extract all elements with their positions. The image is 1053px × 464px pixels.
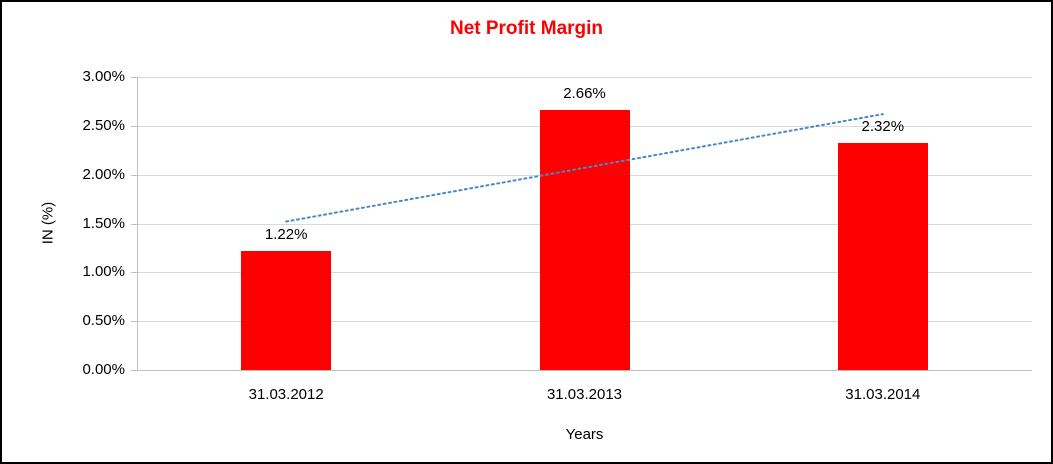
y-tick-label: 1.50% [82,214,125,232]
y-tick-mark [131,77,137,78]
y-tick-label: 0.00% [82,361,125,378]
x-tick-label: 31.03.2014 [845,386,921,403]
y-tick-label: 2.50% [82,116,125,134]
y-tick-mark [131,321,137,323]
chart-title: Net Profit Margin [449,18,604,39]
y-tick-mark [131,370,137,371]
x-axis-title: Years [565,426,604,443]
bar [241,250,332,370]
bar-value-label: 2.66% [563,85,606,103]
y-tick-label: 0.50% [82,312,125,330]
gridline [137,77,1032,78]
y-tick-mark [131,223,137,225]
y-tick-label: 1.00% [82,263,125,281]
bar [539,110,630,370]
bar [837,143,928,370]
y-tick-mark [131,125,137,127]
gridline [137,370,1032,371]
bar-value-label: 1.22% [264,225,308,243]
bar-value-label: 2.32% [861,118,905,136]
y-axis-line [137,77,138,370]
y-tick-label: 3.00% [82,68,125,85]
y-tick-mark [131,272,137,274]
y-tick-mark [131,174,137,176]
x-tick-label: 31.03.2012 [248,386,324,403]
y-tick-label: 2.00% [82,165,125,183]
x-tick-label: 31.03.2013 [546,386,623,403]
y-axis-title: IN (%) [39,201,57,245]
